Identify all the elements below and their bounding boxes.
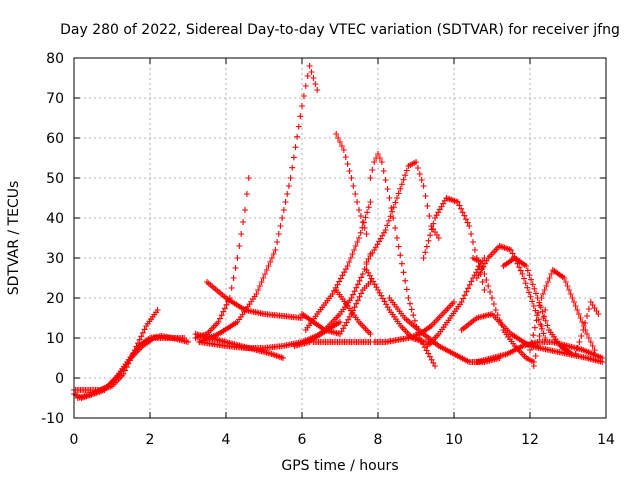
- chart-title: Day 280 of 2022, Sidereal Day-to-day VTE…: [60, 22, 620, 38]
- series-arc-25: [527, 267, 598, 353]
- x-tick-label: 4: [222, 432, 231, 448]
- series-arc-17: [363, 267, 438, 345]
- axis-ticks: [73, 57, 607, 419]
- y-tick-label: 40: [46, 211, 64, 227]
- scatter-markers: [333, 131, 370, 237]
- scatter-markers: [74, 335, 188, 401]
- series-arc-5: [204, 279, 305, 321]
- y-tick-label: 20: [46, 291, 64, 307]
- scatter-markers: [204, 279, 305, 321]
- plot-frame: [73, 57, 607, 419]
- series-arc-13: [333, 131, 370, 237]
- y-tick-label: 0: [55, 371, 64, 387]
- y-tick-label: -10: [41, 411, 64, 427]
- y-tick-label: 10: [46, 331, 64, 347]
- y-tick-label: 60: [46, 131, 64, 147]
- scatter-markers: [363, 267, 438, 345]
- x-tick-label: 12: [521, 432, 539, 448]
- x-tick-label: 6: [298, 432, 307, 448]
- x-tick-label: 14: [597, 432, 615, 448]
- scatter-markers: [363, 159, 442, 265]
- scatter-markers: [333, 287, 374, 337]
- series-arc-14: [333, 287, 374, 337]
- grid-lines: [74, 58, 606, 418]
- y-axis-label: SDTVAR / TECUs: [6, 181, 22, 296]
- x-axis-label: GPS time / hours: [281, 458, 398, 474]
- scatter-markers: [527, 267, 598, 353]
- data-points: [71, 63, 606, 401]
- y-tick-label: 80: [46, 51, 64, 67]
- y-tick-label: 30: [46, 251, 64, 267]
- x-tick-labels: 0 2 4 6 8 10 12 14: [70, 432, 615, 448]
- series-arc-27: [530, 307, 549, 369]
- x-tick-label: 0: [70, 432, 79, 448]
- x-tick-label: 10: [445, 432, 463, 448]
- y-tick-label: 50: [46, 171, 64, 187]
- series-arc-16: [363, 159, 442, 265]
- series-arc-3: [74, 335, 188, 401]
- y-tick-labels: -10 0 10 20 30 40 50 60 70 80: [41, 51, 64, 427]
- scatter-markers: [371, 299, 457, 345]
- y-tick-label: 70: [46, 91, 64, 107]
- series-arc-9: [291, 251, 374, 349]
- series-arc-11: [299, 279, 374, 337]
- scatter-markers: [299, 279, 374, 337]
- scatter-markers: [500, 255, 575, 357]
- scatter-markers: [310, 339, 374, 345]
- series-arc-26: [458, 311, 606, 365]
- scatter-markers: [458, 311, 606, 365]
- series-arc-29: [473, 339, 606, 365]
- series-arc-12: [310, 339, 374, 345]
- x-tick-label: 2: [146, 432, 155, 448]
- series-arc-24: [500, 255, 575, 357]
- scatter-markers: [291, 251, 374, 349]
- series-arc-18: [371, 299, 457, 345]
- x-tick-label: 8: [374, 432, 383, 448]
- scatter-markers: [530, 307, 549, 369]
- scatter-markers: [473, 339, 606, 365]
